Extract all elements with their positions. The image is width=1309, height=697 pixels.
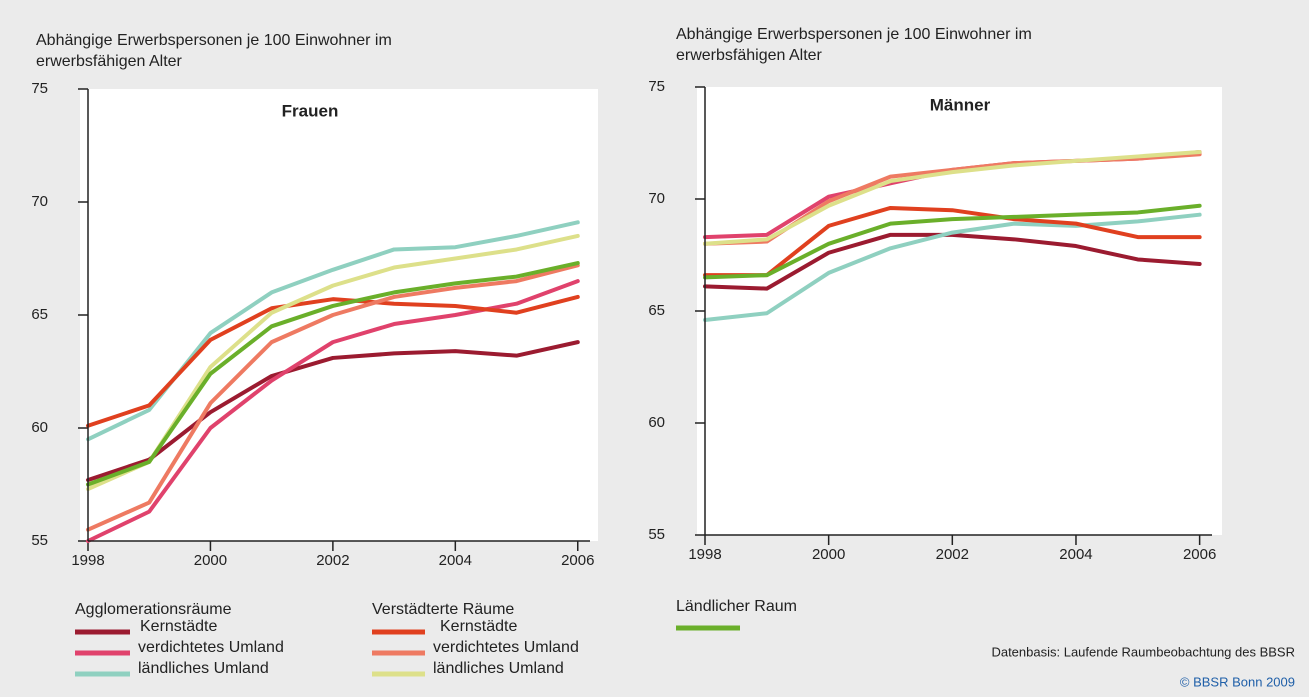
x-tick-label: 1998: [71, 552, 104, 569]
panel-title: Männer: [930, 95, 991, 114]
x-tick-label: 2004: [1059, 546, 1092, 563]
series-line: [703, 232, 1202, 291]
y-axis-label: erwerbsfähigen Alter: [36, 53, 183, 70]
y-tick-label: 55: [648, 526, 665, 543]
x-tick-label: 2000: [194, 552, 227, 569]
series-line: [703, 212, 1202, 322]
y-axis-label: Abhängige Erwerbspersonen je 100 Einwohn…: [36, 32, 392, 49]
x-tick-label: 2002: [316, 552, 349, 569]
y-tick-label: 60: [648, 414, 665, 431]
legend-label: Kernstädte: [440, 618, 517, 635]
series-line: [703, 149, 1202, 246]
source-note: Datenbasis: Laufende Raumbeobachtung des…: [991, 644, 1295, 659]
series-line: [86, 279, 580, 543]
y-axis-label: erwerbsfähigen Alter: [676, 47, 823, 64]
series-line: [703, 203, 1202, 280]
x-tick-label: 2004: [439, 552, 472, 569]
legend-label: Ländlicher Raum: [676, 598, 797, 615]
x-tick-label: 2000: [812, 546, 845, 563]
y-tick-label: 75: [31, 80, 48, 97]
copyright: © BBSR Bonn 2009: [1180, 674, 1295, 689]
plot-area: [697, 87, 1222, 535]
series-line: [86, 261, 580, 487]
legend-group-title: Agglomerationsräume: [75, 601, 232, 618]
y-tick-label: 65: [648, 302, 665, 319]
legend-label: Kernstädte: [140, 618, 217, 635]
y-tick-label: 70: [31, 193, 48, 210]
series-line: [86, 294, 580, 428]
panel-title: Frauen: [282, 101, 339, 120]
x-tick-label: 2006: [561, 552, 594, 569]
x-tick-label: 1998: [688, 546, 721, 563]
series-line: [86, 340, 580, 482]
legend-label: verdichtetes Umland: [138, 639, 284, 656]
y-tick-label: 65: [31, 306, 48, 323]
legend-label: ländliches Umland: [138, 660, 269, 677]
y-tick-label: 55: [31, 532, 48, 549]
legend-label: ländliches Umland: [433, 660, 564, 677]
legend-label: verdichtetes Umland: [433, 639, 579, 656]
series-line: [86, 263, 580, 532]
y-tick-label: 75: [648, 78, 665, 95]
x-tick-label: 2006: [1183, 546, 1216, 563]
legend-group-title: Verstädterte Räume: [372, 601, 514, 618]
y-tick-label: 70: [648, 190, 665, 207]
series-line: [703, 205, 1202, 278]
x-tick-label: 2002: [936, 546, 969, 563]
y-tick-label: 60: [31, 419, 48, 436]
y-axis-label: Abhängige Erwerbspersonen je 100 Einwohn…: [676, 26, 1032, 43]
